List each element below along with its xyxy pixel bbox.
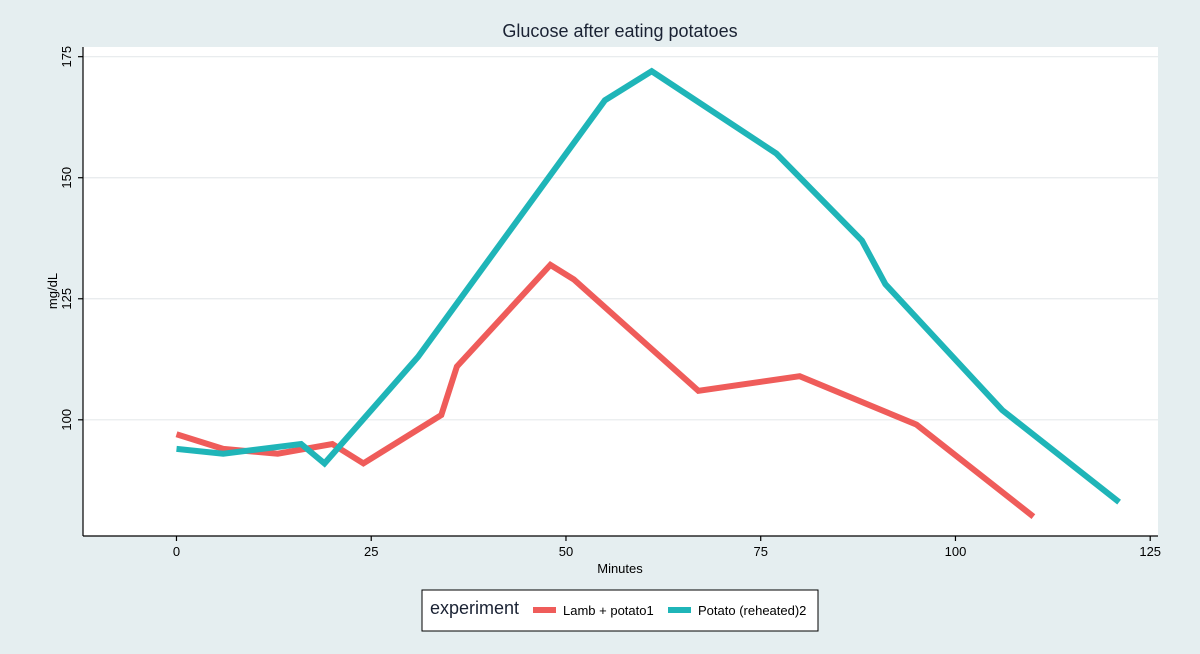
legend-box [421,589,819,632]
series-line-0 [175,261,1036,519]
y-tick-label-1: 125 [59,288,74,310]
legend-items: Lamb + potato1 Potato (reheated)2 [533,603,806,618]
y-tick-label-2: 150 [59,167,74,189]
y-tick-label-3: 175 [59,46,74,68]
series-line-1 [176,67,1121,505]
legend-title: experiment [430,598,519,618]
x-tick-label-3: 75 [753,544,767,559]
x-axis-title: Minutes [597,561,643,576]
y-tick-label-0: 100 [59,409,74,431]
y-axis-title: mg/dL [45,273,60,309]
grid-lines [83,56,1158,421]
legend: experiment Lamb + potato1 Potato (reheate… [421,589,819,632]
legend-label-0: Lamb + potato1 [563,603,654,618]
axis-ticks: 100 125 150 175 0 25 50 75 100 125 [59,46,1161,559]
x-tick-label-0: 0 [173,544,180,559]
series-lines [175,67,1121,519]
x-tick-label-1: 25 [364,544,378,559]
legend-label-1: Potato (reheated)2 [698,603,806,618]
x-tick-label-5: 125 [1139,544,1161,559]
x-tick-label-4: 100 [945,544,967,559]
x-tick-label-2: 50 [559,544,573,559]
chart-title: Glucose after eating potatoes [502,21,737,41]
plot-area [83,47,1158,536]
